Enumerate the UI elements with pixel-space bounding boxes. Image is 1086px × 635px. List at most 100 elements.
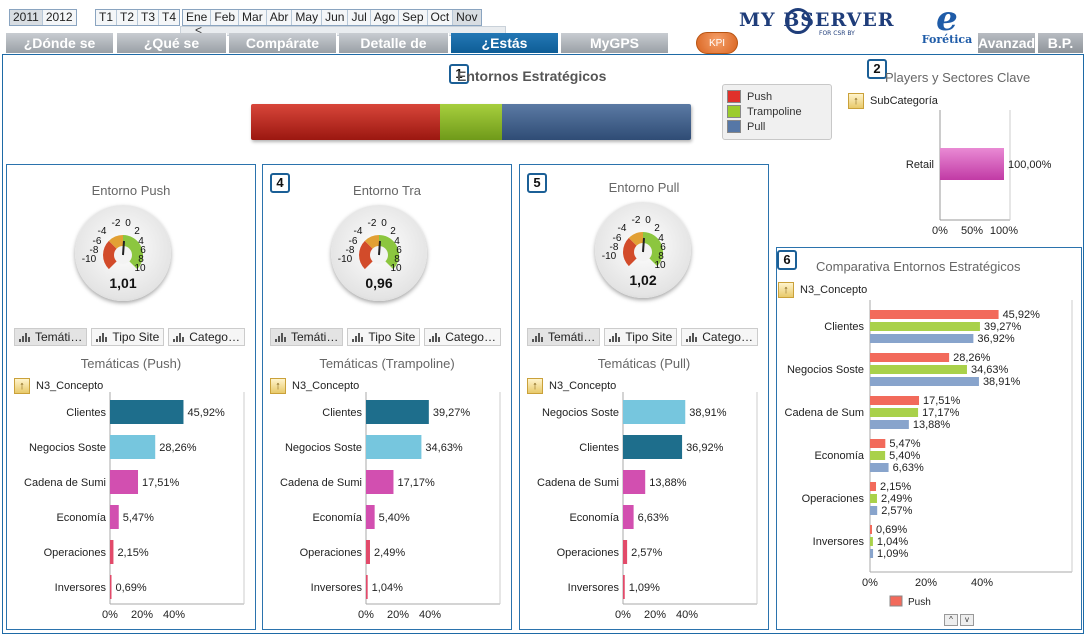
- bar-retail[interactable]: [940, 148, 1004, 180]
- bar-series-1[interactable]: [870, 322, 980, 331]
- chart-drill[interactable]: ↑ N3_Concepto: [14, 378, 103, 394]
- quarter-T4[interactable]: T4: [159, 10, 180, 25]
- month-Ago[interactable]: Ago: [370, 10, 400, 25]
- tab-3[interactable]: Detalle de: [339, 33, 449, 53]
- bar[interactable]: [623, 540, 628, 564]
- bar[interactable]: [110, 470, 139, 494]
- bar-series-0[interactable]: [870, 482, 877, 491]
- bar[interactable]: [623, 505, 634, 529]
- bar[interactable]: [623, 400, 686, 424]
- bar[interactable]: [110, 400, 184, 424]
- bar-series-1[interactable]: [870, 408, 919, 417]
- subcategory-drill[interactable]: ↑ SubCategoría: [848, 93, 938, 109]
- tab-0[interactable]: ¿Dónde se: [6, 33, 114, 53]
- month-Sep[interactable]: Sep: [399, 10, 428, 25]
- bar[interactable]: [366, 470, 394, 494]
- drill-up-icon[interactable]: ↑: [270, 378, 286, 394]
- gauge-arc: [103, 240, 123, 270]
- subtab-0[interactable]: Temáti…: [527, 328, 601, 346]
- observer-o-icon: [785, 8, 811, 34]
- bar-series-0[interactable]: [870, 439, 886, 448]
- bar[interactable]: [366, 400, 429, 424]
- bar-series-0[interactable]: [870, 310, 999, 319]
- bar[interactable]: [623, 470, 646, 494]
- bar-series-2[interactable]: [870, 420, 909, 429]
- month-Feb[interactable]: Feb: [211, 10, 240, 25]
- tab-6[interactable]: Avanzad: [978, 33, 1036, 53]
- nav-down-button[interactable]: v: [960, 614, 974, 626]
- panel6-drill[interactable]: ↑ N3_Concepto: [778, 282, 867, 298]
- month-Nov[interactable]: Nov: [453, 10, 481, 25]
- value-label: 45,92%: [1003, 309, 1041, 321]
- tab-5[interactable]: MyGPS: [561, 33, 669, 53]
- bar-series-2[interactable]: [870, 463, 889, 472]
- quarter-T1[interactable]: T1: [96, 10, 118, 25]
- tab-1[interactable]: ¿Qué se: [117, 33, 227, 53]
- legend-item-pull[interactable]: Pull: [727, 119, 827, 134]
- bar[interactable]: [110, 435, 156, 459]
- tab-4[interactable]: ¿Estás: [451, 33, 559, 53]
- segment-pull[interactable]: [501, 104, 691, 140]
- tab-2[interactable]: Compárate: [229, 33, 337, 53]
- subtab-0[interactable]: Temáti…: [270, 328, 344, 346]
- bar-series-2[interactable]: [870, 506, 878, 515]
- drill-up-icon[interactable]: ↑: [778, 282, 794, 298]
- bar[interactable]: [110, 505, 119, 529]
- subtab-1[interactable]: Tipo Site: [604, 328, 678, 346]
- segment-push[interactable]: [251, 104, 441, 140]
- bar-series-2[interactable]: [870, 377, 979, 386]
- subtab-0[interactable]: Temáti…: [14, 328, 88, 346]
- month-Jun[interactable]: Jun: [322, 10, 349, 25]
- bar[interactable]: [366, 540, 370, 564]
- bar[interactable]: [110, 540, 114, 564]
- month-May[interactable]: May: [292, 10, 323, 25]
- subtab-1[interactable]: Tipo Site: [347, 328, 421, 346]
- drill-up-icon[interactable]: ↑: [527, 378, 543, 394]
- gauge-tick: -8: [346, 245, 355, 256]
- bar[interactable]: [110, 575, 112, 599]
- drill-up-icon[interactable]: ↑: [848, 93, 864, 109]
- bar-series-1[interactable]: [870, 365, 967, 374]
- tab-7[interactable]: B.P.: [1038, 33, 1084, 53]
- month-Mar[interactable]: Mar: [239, 10, 267, 25]
- subtab-2[interactable]: Catego…: [168, 328, 245, 346]
- scroll-left-icon[interactable]: <: [195, 23, 203, 37]
- month-Abr[interactable]: Abr: [266, 10, 293, 25]
- drill-up-icon[interactable]: ↑: [14, 378, 30, 394]
- nav-up-button[interactable]: ^: [944, 614, 958, 626]
- bar[interactable]: [623, 575, 625, 599]
- subtab-2[interactable]: Catego…: [681, 328, 758, 346]
- subtab-1[interactable]: Tipo Site: [91, 328, 165, 346]
- bar[interactable]: [366, 575, 368, 599]
- bar-series-1[interactable]: [870, 451, 886, 460]
- chart-drill[interactable]: ↑ N3_Concepto: [270, 378, 359, 394]
- bar[interactable]: [366, 505, 375, 529]
- bar-series-0[interactable]: [870, 396, 920, 405]
- panel-badge-6: 6: [777, 250, 797, 270]
- year-2012[interactable]: 2012: [42, 10, 76, 25]
- month-Jul[interactable]: Jul: [348, 10, 371, 25]
- subtab-row: Temáti… Tipo Site Catego…: [270, 328, 501, 346]
- bar-series-2[interactable]: [870, 334, 974, 343]
- chart-drill[interactable]: ↑ N3_Concepto: [527, 378, 616, 394]
- month-Ene[interactable]: Ene: [183, 10, 212, 25]
- quarter-T3[interactable]: T3: [138, 10, 160, 25]
- bar[interactable]: [623, 435, 683, 459]
- bar-series-0[interactable]: [870, 525, 872, 534]
- bar-series-1[interactable]: [870, 494, 877, 503]
- subtab-2[interactable]: Catego…: [424, 328, 501, 346]
- bar[interactable]: [366, 435, 422, 459]
- gauge-arc: [359, 240, 379, 270]
- bar-series-2[interactable]: [870, 549, 874, 558]
- strategic-stacked-bar[interactable]: [251, 104, 691, 140]
- bar-series-1[interactable]: [870, 537, 873, 546]
- value-label: 39,27%: [984, 321, 1022, 333]
- month-Oct[interactable]: Oct: [427, 10, 454, 25]
- kpi-button[interactable]: KPI: [696, 32, 738, 54]
- legend-item-push[interactable]: Push: [727, 89, 827, 104]
- year-2011[interactable]: 2011: [10, 10, 43, 25]
- quarter-T2[interactable]: T2: [117, 10, 139, 25]
- segment-trampoline[interactable]: [440, 104, 502, 140]
- bar-series-0[interactable]: [870, 353, 950, 362]
- legend-item-trampoline[interactable]: Trampoline: [727, 104, 827, 119]
